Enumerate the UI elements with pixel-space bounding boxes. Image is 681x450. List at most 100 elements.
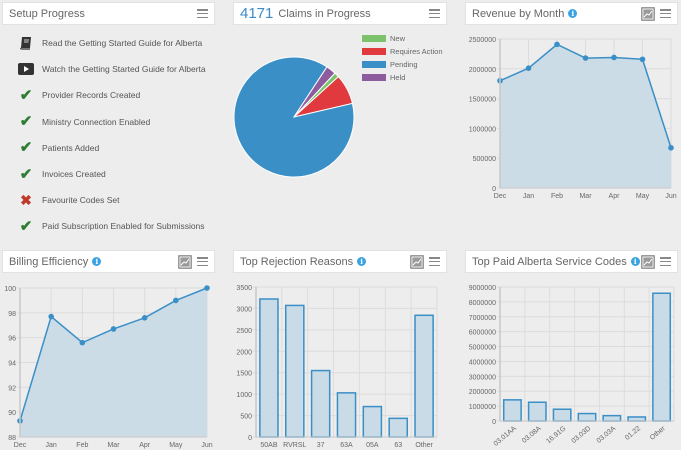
chart-type-icon[interactable]	[641, 255, 655, 269]
xtick-label: Feb	[551, 193, 563, 200]
legend-label: Held	[390, 73, 406, 82]
ytick-label: 2000000	[469, 389, 496, 396]
ytick-label: 96	[8, 336, 16, 343]
setup-item-label: Patients Added	[42, 142, 100, 153]
data-point	[173, 297, 179, 304]
ytick-label: 1000000	[469, 404, 496, 411]
service-codes-header: Top Paid Alberta Service Codes i	[465, 250, 678, 273]
data-point	[141, 315, 148, 321]
info-icon[interactable]: i	[568, 9, 578, 18]
setup-item-read-guide[interactable]: Read the Getting Started Guide for Alber…	[18, 30, 206, 56]
menu-icon[interactable]	[429, 9, 440, 19]
data-point	[668, 144, 674, 151]
chart-type-icon[interactable]	[641, 7, 655, 21]
setup-item-provider-records[interactable]: ✔ Provider Records Created	[18, 82, 206, 108]
legend-item-new[interactable]: New	[362, 32, 443, 45]
info-icon[interactable]: i	[630, 257, 640, 266]
revenue-header: Revenue by Month i	[465, 2, 678, 25]
ytick-label: 3000000	[469, 374, 496, 381]
xtick-label: Dec	[494, 193, 507, 200]
ytick-label: 92	[8, 385, 16, 392]
setup-item-label: Invoices Created	[42, 169, 106, 180]
data-point	[639, 56, 646, 63]
menu-icon[interactable]	[429, 257, 440, 267]
xtick-label: 16.91G	[545, 425, 567, 445]
setup-item-invoices-created[interactable]: ✔ Invoices Created	[18, 161, 206, 187]
xtick-label: Mar	[579, 193, 592, 200]
ytick-label: 6000000	[469, 330, 496, 337]
data-point	[110, 326, 117, 332]
chart-type-icon[interactable]	[410, 255, 424, 269]
info-icon[interactable]: i	[357, 257, 367, 266]
rejections-header: Top Rejection Reasons i	[233, 250, 447, 273]
ytick-label: 3500	[236, 285, 252, 292]
ytick-label: 0	[492, 186, 496, 193]
check-icon: ✔	[19, 86, 33, 104]
data-point	[79, 339, 86, 346]
legend-item-pending[interactable]: Pending	[362, 58, 443, 71]
bar	[388, 417, 409, 438]
setup-item-favourite-codes[interactable]: ✖ Favourite Codes Set	[18, 187, 206, 213]
setup-item-label: Read the Getting Started Guide for Alber…	[42, 38, 203, 49]
ytick-label: 1000	[236, 392, 252, 399]
bar	[552, 408, 572, 422]
setup-item-label: Favourite Codes Set	[42, 195, 120, 206]
xtick-label: 37	[317, 442, 325, 449]
book-icon	[18, 36, 34, 50]
ytick-label: 88	[8, 435, 16, 442]
legend-swatch-held	[362, 74, 386, 81]
setup-item-label: Paid Subscription Enabled for Submission…	[42, 221, 205, 232]
bar	[652, 292, 672, 422]
legend-item-requires-action[interactable]: Requires Action	[362, 45, 443, 58]
claims-title: Claims in Progress	[278, 7, 371, 20]
ytick-label: 98	[8, 311, 16, 318]
setup-item-patients-added[interactable]: ✔ Patients Added	[18, 135, 206, 161]
bar	[627, 416, 647, 422]
ytick-label: 7000000	[469, 315, 496, 322]
xtick-label: 63	[394, 442, 402, 449]
chart-type-icon[interactable]	[178, 255, 192, 269]
ytick-label: 2000	[236, 349, 252, 356]
rejections-title: Top Rejection Reasons	[240, 255, 354, 268]
cross-icon: ✖	[20, 192, 32, 209]
setup-item-ministry-connection[interactable]: ✔ Ministry Connection Enabled	[18, 109, 206, 135]
xtick-label: May	[636, 193, 650, 200]
xtick-label: Apr	[609, 193, 621, 200]
legend-item-held[interactable]: Held	[362, 71, 443, 84]
xtick-label: May	[169, 442, 183, 449]
billing-title: Billing Efficiency	[9, 255, 89, 268]
xtick-label: Jun	[665, 193, 676, 200]
setup-progress-list: Read the Getting Started Guide for Alber…	[18, 30, 206, 240]
ytick-label: 1500000	[469, 97, 496, 104]
check-icon: ✔	[19, 139, 33, 157]
setup-item-label: Watch the Getting Started Guide for Albe…	[42, 64, 206, 75]
xtick-label: Apr	[139, 442, 151, 449]
bar	[577, 412, 597, 422]
ytick-label: 500000	[473, 156, 496, 163]
menu-icon[interactable]	[660, 9, 671, 19]
bar	[259, 298, 279, 438]
video-play-icon	[18, 62, 34, 76]
menu-icon[interactable]	[197, 9, 208, 19]
xtick-label: 50AB	[260, 442, 277, 449]
menu-icon[interactable]	[660, 257, 671, 267]
ytick-label: 8000000	[469, 300, 496, 307]
ytick-label: 2500000	[469, 37, 496, 44]
setup-item-watch-guide[interactable]: Watch the Getting Started Guide for Albe…	[18, 56, 206, 82]
check-icon: ✔	[19, 217, 33, 235]
bar	[336, 392, 357, 438]
ytick-label: 2500	[236, 328, 252, 335]
xtick-label: 03.01AA	[493, 425, 518, 448]
area-fill	[500, 44, 671, 188]
legend-swatch-requires-action	[362, 48, 386, 55]
setup-progress-title: Setup Progress	[9, 7, 85, 20]
ytick-label: 1000000	[469, 126, 496, 133]
setup-item-paid-subscription[interactable]: ✔ Paid Subscription Enabled for Submissi…	[18, 213, 206, 239]
menu-icon[interactable]	[197, 257, 208, 267]
xtick-label: Jan	[46, 442, 57, 449]
legend-label: Requires Action	[390, 47, 443, 56]
ytick-label: 90	[8, 410, 16, 417]
info-icon[interactable]: i	[92, 257, 102, 266]
data-point	[611, 54, 617, 61]
ytick-label: 5000000	[469, 345, 496, 352]
